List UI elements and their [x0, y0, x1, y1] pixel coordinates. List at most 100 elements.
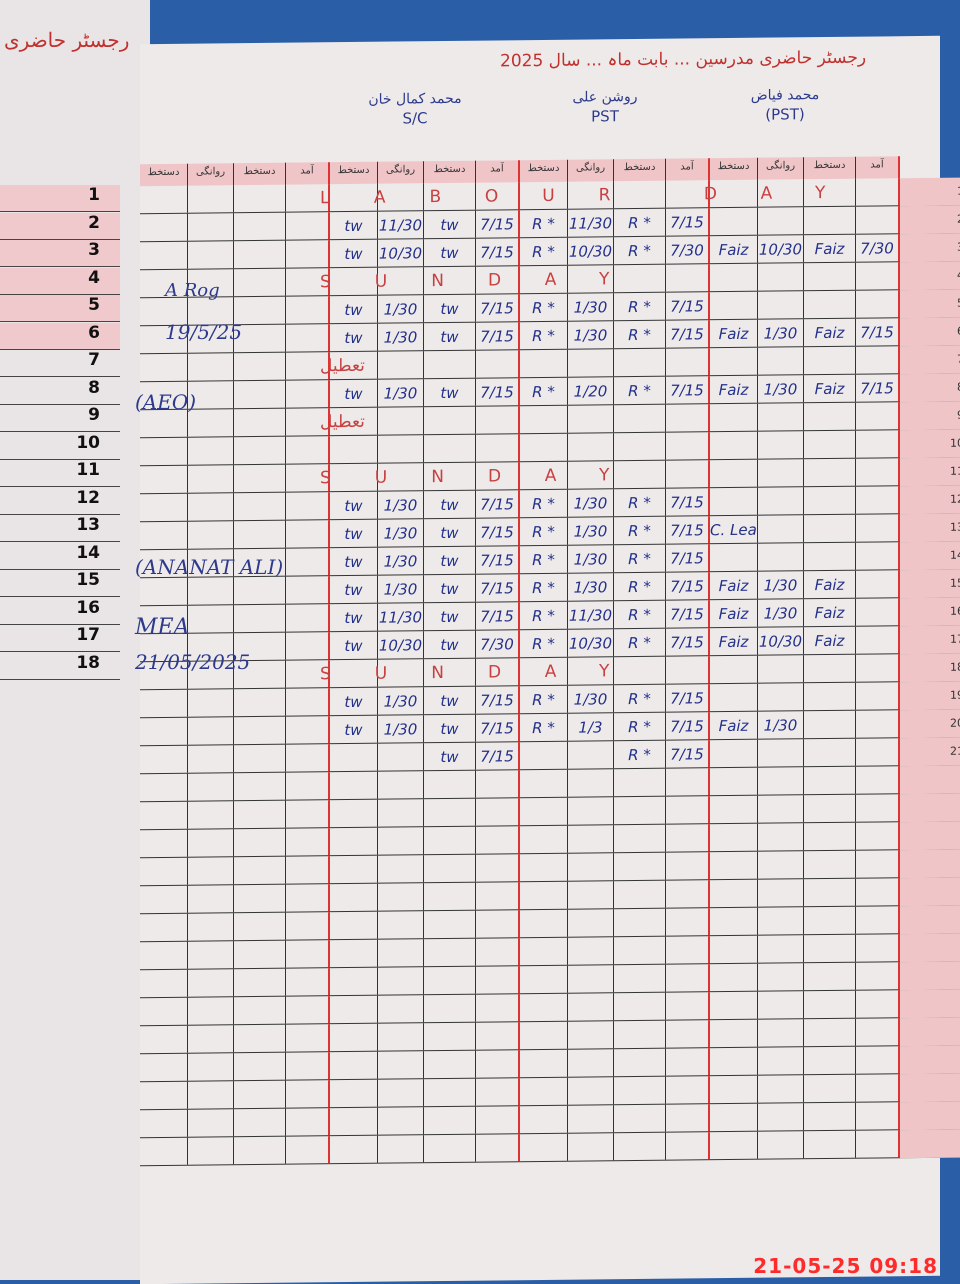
right-row-number — [900, 1017, 960, 1047]
attendance-cell: 1/30 — [378, 575, 424, 603]
attendance-cell — [188, 605, 234, 633]
attendance-cell — [804, 458, 856, 487]
attendance-cell — [856, 710, 900, 738]
attendance-cell — [710, 879, 758, 908]
attendance-cell: 7/15 — [666, 740, 710, 768]
attendance-cell — [856, 878, 900, 906]
attendance-cell: tw — [330, 715, 378, 744]
attendance-cell — [476, 1106, 520, 1134]
attendance-cell: 11/30 — [378, 211, 424, 239]
attendance-cell — [286, 240, 330, 268]
attendance-cell — [140, 689, 188, 718]
attendance-cell: R * — [614, 712, 666, 741]
attendance-cell — [286, 296, 330, 324]
right-row-number: 3 — [900, 233, 960, 263]
attendance-cell — [140, 213, 188, 242]
attendance-cell — [520, 741, 568, 770]
attendance-cell — [234, 184, 286, 213]
attendance-cell — [286, 716, 330, 744]
attendance-cell — [520, 881, 568, 910]
attendance-cell: R * — [520, 573, 568, 602]
attendance-cell — [378, 1023, 424, 1051]
attendance-cell: 7/15 — [476, 490, 520, 518]
attendance-cell: 7/15 — [476, 546, 520, 574]
teacher-designation: S/C — [402, 109, 428, 128]
attendance-cell — [140, 465, 188, 494]
attendance-cell — [856, 290, 900, 318]
attendance-cell — [476, 854, 520, 882]
attendance-cell — [520, 853, 568, 882]
attendance-cell — [140, 437, 188, 466]
left-page: رجسٹر حاضری 1 2 3 4 5 6 7 8 9 10 11 12 13 14 15 16 17 18 — [0, 0, 150, 1280]
attendance-cell: Faiz — [804, 626, 856, 655]
attendance-cell — [520, 993, 568, 1022]
attendance-cell — [476, 1050, 520, 1078]
attendance-cell: C. Leave — [710, 515, 758, 544]
attendance-cell: tw — [330, 295, 378, 324]
attendance-cell — [424, 994, 476, 1023]
attendance-cell — [666, 656, 710, 684]
attendance-cell — [568, 433, 614, 461]
attendance-cell — [856, 430, 900, 458]
attendance-cell — [286, 828, 330, 856]
attendance-cell — [234, 800, 286, 829]
attendance-cell — [804, 262, 856, 291]
attendance-cell: 7/15 — [666, 572, 710, 600]
attendance-cell — [188, 773, 234, 801]
column-header: دستخط — [614, 158, 666, 182]
column-header: دستخط — [710, 157, 758, 181]
attendance-cell: 7/15 — [856, 318, 900, 346]
attendance-cell — [330, 1051, 378, 1080]
attendance-cell — [856, 1130, 900, 1158]
attendance-cell — [710, 207, 758, 236]
attendance-cell — [520, 909, 568, 938]
attendance-cell: 11/30 — [568, 601, 614, 629]
attendance-cell — [856, 1046, 900, 1074]
attendance-cell — [140, 241, 188, 270]
attendance-cell — [234, 520, 286, 549]
attendance-cell — [758, 515, 804, 543]
attendance-cell: tw — [330, 211, 378, 240]
attendance-cell — [286, 772, 330, 800]
attendance-cell — [856, 542, 900, 570]
attendance-cell: 10/30 — [758, 627, 804, 655]
attendance-cell: 1/30 — [568, 293, 614, 321]
attendance-cell — [804, 402, 856, 431]
left-row-number: 1 — [0, 185, 120, 212]
attendance-cell: 7/15 — [666, 516, 710, 544]
attendance-cell — [710, 487, 758, 516]
attendance-cell: tw — [330, 687, 378, 716]
right-row-number — [900, 1129, 960, 1159]
attendance-cell — [568, 1021, 614, 1049]
attendance-cell — [614, 880, 666, 909]
attendance-cell — [378, 1079, 424, 1107]
attendance-cell — [710, 1019, 758, 1048]
attendance-cell: tw — [330, 547, 378, 576]
column-header: روانگی — [568, 159, 614, 182]
right-row-number: 18 — [900, 653, 960, 683]
right-row-number: 11 — [900, 457, 960, 487]
attendance-cell — [520, 797, 568, 826]
attendance-cell — [188, 745, 234, 773]
attendance-cell — [234, 492, 286, 521]
attendance-cell — [614, 432, 666, 461]
attendance-cell — [758, 851, 804, 879]
attendance-cell: 7/15 — [666, 208, 710, 236]
attendance-cell: tw — [424, 322, 476, 351]
attendance-cell — [710, 347, 758, 376]
attendance-cell — [378, 883, 424, 911]
attendance-cell — [856, 934, 900, 962]
attendance-cell: 1/30 — [568, 517, 614, 545]
attendance-cell — [234, 912, 286, 941]
attendance-cell: R * — [614, 684, 666, 713]
attendance-cell: 7/15 — [666, 600, 710, 628]
attendance-cell — [614, 1020, 666, 1049]
attendance-cell — [188, 437, 234, 465]
attendance-cell — [666, 1132, 710, 1160]
attendance-cell: 7/15 — [666, 292, 710, 320]
attendance-cell: R * — [520, 713, 568, 742]
teacher-name: محمد فیاض — [750, 87, 820, 104]
right-row-number: 2 — [900, 205, 960, 235]
attendance-cell — [710, 991, 758, 1020]
attendance-cell — [330, 827, 378, 856]
